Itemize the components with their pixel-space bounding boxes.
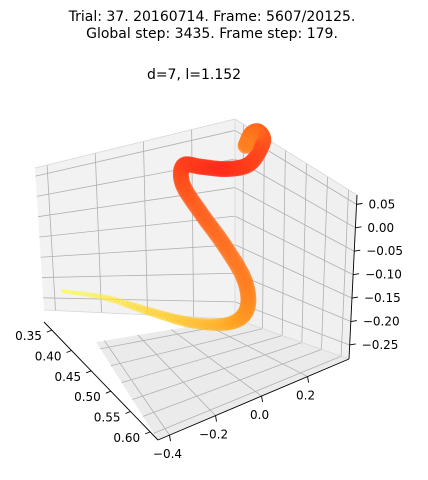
grid-line [234, 187, 355, 252]
grid-line [153, 355, 342, 434]
curve-point [237, 137, 254, 154]
chart-title-line-2: Global step: 3435. Frame step: 179. [86, 26, 338, 42]
x-tick [105, 390, 111, 394]
axis-ticks: 0.35 0.40 0.45 0.50 0.55 0.60 −0.4 −0.2 0.0 0.2 0.… [15, 197, 403, 461]
z-tick-label: −0.15 [364, 291, 401, 305]
x-tick [144, 431, 151, 435]
grid-line [340, 189, 349, 357]
data-curve [60, 123, 272, 332]
pane-edge [34, 118, 236, 169]
x-axis-line [43, 321, 159, 441]
x-tick [86, 370, 92, 374]
grid-line [41, 272, 236, 278]
z-tick [350, 320, 357, 322]
z-tick-label: −0.10 [365, 268, 402, 282]
grid-line [137, 334, 216, 416]
x-tick-label: 0.50 [74, 390, 101, 404]
grid-line [143, 141, 148, 315]
grid-line [94, 153, 102, 313]
z-tick [351, 296, 359, 299]
grid-line [204, 323, 308, 377]
grid-line [301, 163, 307, 343]
grid-line [110, 328, 263, 367]
grid-line [234, 244, 353, 299]
grid-line [142, 348, 322, 417]
z-tick-label: −0.20 [363, 315, 400, 329]
x-tick-label: 0.45 [54, 370, 81, 384]
y-tick [169, 435, 171, 442]
grid-line [46, 165, 56, 311]
z-tick [356, 202, 363, 205]
grid-line [104, 340, 170, 436]
chart-subtitle: d=7, l=1.152 [147, 67, 241, 83]
x-tick [66, 350, 72, 353]
x-tick-label: 0.60 [113, 431, 140, 445]
pane-edge [43, 309, 236, 320]
y-tick [261, 396, 263, 403]
curve-point [71, 290, 77, 295]
axis-lines [43, 194, 358, 441]
z-tick [353, 273, 360, 276]
z-tick-label: −0.25 [362, 338, 399, 352]
chart-title-line-1: Trial: 37. 20160714. Frame: 5607/20125. [68, 9, 356, 25]
grid-line [262, 137, 265, 329]
grid-line [38, 187, 236, 218]
grid-line [132, 342, 302, 400]
curve-point [79, 291, 85, 297]
grid-line [234, 272, 351, 322]
z-tick [354, 249, 361, 252]
curve-point [83, 291, 89, 297]
floor-pane [96, 319, 349, 440]
y-tick-label: 0.2 [296, 389, 315, 403]
z-tick-label: 0.00 [367, 221, 394, 235]
grid-line [234, 158, 356, 229]
z-tick-label: −0.05 [366, 244, 403, 258]
y-tick-label: 0.0 [250, 408, 269, 422]
z-axis-line [348, 194, 358, 360]
y-tick-label: −0.2 [199, 428, 228, 442]
x-tick [125, 411, 131, 414]
grid-lines [35, 124, 357, 436]
back-right-pane [235, 119, 357, 359]
grid-line [121, 335, 283, 383]
x-tick [46, 329, 53, 333]
z-tick [355, 226, 362, 229]
grid-line [321, 176, 328, 350]
y-tick-label: −0.4 [153, 447, 182, 461]
x-tick-label: 0.35 [15, 329, 42, 343]
x-tick-label: 0.55 [94, 411, 121, 425]
y-tick [215, 415, 217, 422]
grid-line [40, 244, 236, 258]
grid-line [171, 329, 262, 397]
grid-line [35, 130, 236, 177]
z-tick-label: 0.05 [369, 197, 396, 211]
grid-line [281, 150, 286, 336]
y-tick [307, 376, 310, 383]
z-tick [349, 343, 356, 346]
grid-line [234, 215, 354, 276]
curve-point [75, 290, 81, 296]
pane-edge [234, 318, 350, 360]
grid-line [43, 297, 236, 303]
x-tick-label: 0.40 [35, 349, 62, 363]
y-axis-line [157, 358, 350, 441]
